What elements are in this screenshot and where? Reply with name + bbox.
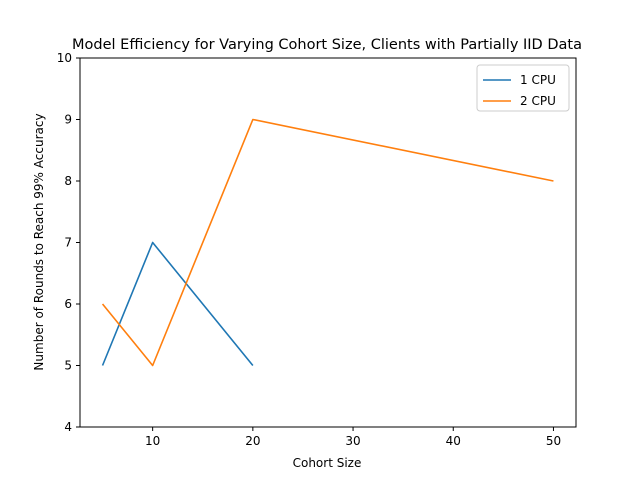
y-tick-label: 10 (57, 51, 72, 65)
series-line-2 (101, 118, 554, 367)
chart-title: Model Efficiency for Varying Cohort Size… (72, 37, 582, 53)
y-tick-label: 5 (64, 359, 72, 373)
x-tick-label: 20 (245, 434, 260, 448)
y-axis-ticks: 4 5 6 7 8 9 10 (57, 51, 80, 434)
x-axis-label: Cohort Size (293, 456, 362, 470)
x-tick-label: 10 (145, 434, 160, 448)
legend-label: 1 CPU (520, 73, 556, 87)
y-tick-label: 4 (64, 420, 72, 434)
plot-area (79, 57, 577, 428)
x-axis-ticks: 10 20 30 40 50 (145, 427, 561, 448)
y-axis-label: Number of Rounds to Reach 99% Accuracy (32, 113, 46, 370)
y-tick-label: 7 (64, 236, 72, 250)
plot-frame (79, 57, 577, 428)
y-tick-label: 8 (64, 174, 72, 188)
legend: 1 CPU 2 CPU (476, 64, 570, 112)
x-tick-label: 50 (546, 434, 561, 448)
x-tick-label: 30 (345, 434, 360, 448)
x-tick-label: 40 (446, 434, 461, 448)
legend-box (476, 64, 570, 112)
y-tick-label: 9 (64, 113, 72, 127)
y-tick-label: 6 (64, 297, 72, 311)
series-layer (101, 118, 554, 367)
legend-label: 2 CPU (520, 94, 556, 108)
